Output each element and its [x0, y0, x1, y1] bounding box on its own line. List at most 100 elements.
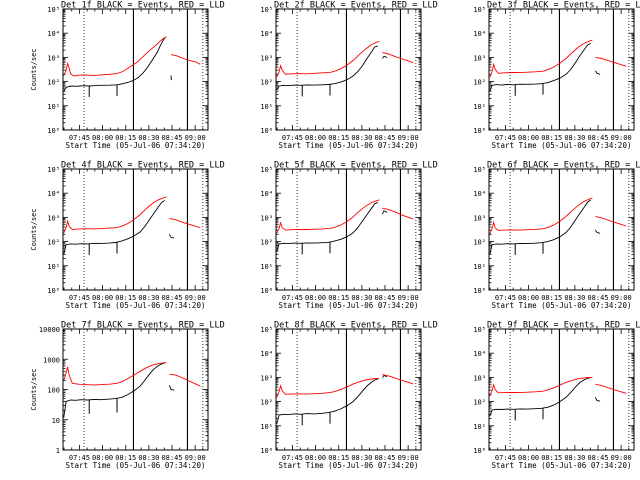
panel-title: Det 2f BLACK = Events, RED = LLD: [274, 1, 438, 11]
x-tick-label: 08:15: [328, 294, 349, 302]
x-tick-label: 08:15: [115, 134, 136, 142]
x-tick-label: 08:00: [518, 454, 539, 462]
y-tick-label: 10²: [473, 399, 486, 407]
y-tick-label: 10¹: [473, 263, 486, 271]
y-tick-label: 10⁵: [260, 6, 273, 14]
y-tick-label: 10¹: [473, 103, 486, 111]
x-tick-label: 08:30: [351, 294, 372, 302]
y-tick-label: 10⁰: [473, 127, 486, 135]
x-tick-label: 08:15: [115, 454, 136, 462]
x-tick-label: 08:00: [305, 294, 326, 302]
plot-frame: [62, 8, 209, 131]
y-tick-label: 10⁰: [47, 127, 60, 135]
y-tick-label: 10⁰: [260, 447, 273, 455]
y-tick-label: 10⁴: [260, 190, 273, 198]
panel-det-6: Det 6f BLACK = Events, RED = LLD 10⁰ 10¹ 10…: [473, 161, 640, 311]
x-tick-label: 09:00: [185, 134, 206, 142]
x-tick-label: 08:00: [92, 134, 113, 142]
y-tick-label: 10²: [260, 79, 273, 87]
y-tick-label: 10¹: [260, 423, 273, 431]
lld-series-tail: [595, 215, 627, 227]
y-tick-label: 10⁵: [47, 166, 60, 174]
x-axis-title: Start Time (05-Jul-06 07:34:20): [279, 141, 419, 150]
lld-series-line: [489, 376, 593, 397]
y-tick-label: 10⁰: [473, 447, 486, 455]
y-tick-label: 10⁴: [473, 190, 486, 198]
panel-det-1: Det 1f BLACK = Events, RED = LLD 10⁰ 10¹ 10…: [30, 1, 225, 151]
plot-frame: [275, 328, 422, 451]
x-tick-label: 08:45: [587, 294, 608, 302]
x-tick-label: 08:45: [374, 454, 395, 462]
x-tick-label: 07:45: [69, 134, 90, 142]
lld-series-line: [489, 39, 593, 78]
events-series-tail: [382, 55, 388, 59]
y-tick-label: 10⁵: [47, 6, 60, 14]
x-tick-label: 08:45: [587, 454, 608, 462]
y-tick-label: 10¹: [260, 263, 273, 271]
x-tick-label: 07:45: [282, 294, 303, 302]
x-tick-label: 08:00: [518, 134, 539, 142]
x-tick-label: 09:00: [611, 454, 632, 462]
events-series-tail: [381, 210, 388, 215]
events-series-line: [276, 45, 378, 91]
lld-series-line: [489, 197, 593, 234]
x-tick-label: 08:30: [138, 294, 159, 302]
events-series-line: [63, 362, 165, 418]
events-series-tail: [595, 70, 601, 75]
y-tick-label: 10⁵: [260, 166, 273, 174]
x-tick-label: 08:30: [564, 454, 585, 462]
y-tick-label: 1000: [43, 356, 60, 364]
y-tick-label: 10²: [473, 79, 486, 87]
panel-title: Det 6f BLACK = Events, RED = LLD: [487, 161, 640, 171]
y-tick-label: 1: [56, 447, 60, 455]
y-tick-label: 10⁵: [473, 166, 486, 174]
x-tick-label: 08:45: [161, 134, 182, 142]
events-series-line: [276, 201, 379, 252]
x-tick-label: 07:45: [69, 454, 90, 462]
y-axis-title: Counts/sec: [30, 368, 38, 410]
x-tick-label: 08:30: [351, 134, 372, 142]
x-tick-label: 08:30: [564, 134, 585, 142]
x-tick-label: 08:15: [541, 454, 562, 462]
y-tick-label: 10²: [260, 399, 273, 407]
x-tick-label: 08:00: [305, 134, 326, 142]
y-tick-label: 10³: [260, 54, 273, 62]
x-tick-label: 08:30: [564, 294, 585, 302]
x-tick-label: 08:00: [305, 454, 326, 462]
events-series-tail: [168, 384, 175, 391]
y-tick-label: 10⁴: [260, 30, 273, 38]
y-tick-label: 10⁵: [473, 326, 486, 334]
x-tick-label: 07:45: [282, 134, 303, 142]
x-tick-label: 08:15: [541, 294, 562, 302]
lld-series-tail: [382, 207, 414, 220]
x-tick-label: 08:00: [92, 454, 113, 462]
y-tick-label: 10⁴: [47, 190, 60, 198]
lld-series-line: [63, 362, 167, 386]
y-tick-label: 10⁴: [260, 350, 273, 358]
y-tick-label: 10³: [473, 214, 486, 222]
x-tick-label: 08:30: [351, 454, 372, 462]
x-tick-label: 07:45: [495, 454, 516, 462]
x-axis-title: Start Time (05-Jul-06 07:34:20): [66, 141, 206, 150]
y-tick-label: 10³: [47, 214, 60, 222]
panel-title: Det 4f BLACK = Events, RED = LLD: [61, 161, 225, 171]
lld-series-tail: [595, 383, 627, 394]
panel-det-9: Det 9f BLACK = Events, RED = LLD 10⁰ 10¹ 10…: [473, 321, 640, 471]
x-tick-label: 09:00: [398, 294, 419, 302]
panel-title: Det 9f BLACK = Events, RED = LLD: [487, 321, 640, 331]
x-tick-label: 08:45: [587, 134, 608, 142]
x-tick-label: 07:45: [495, 134, 516, 142]
x-tick-label: 08:45: [374, 134, 395, 142]
events-series-tail: [170, 75, 172, 81]
panel-title: Det 3f BLACK = Events, RED = LLD: [487, 1, 640, 11]
x-tick-label: 09:00: [611, 134, 632, 142]
y-tick-label: 10⁴: [473, 30, 486, 38]
y-tick-label: 10⁰: [473, 287, 486, 295]
y-tick-label: 10⁵: [260, 326, 273, 334]
panel-title: Det 8f BLACK = Events, RED = LLD: [274, 321, 438, 331]
events-series-line: [276, 378, 378, 425]
events-series-line: [489, 42, 591, 92]
panel-title: Det 5f BLACK = Events, RED = LLD: [274, 161, 438, 171]
y-tick-label: 10000: [39, 326, 60, 334]
